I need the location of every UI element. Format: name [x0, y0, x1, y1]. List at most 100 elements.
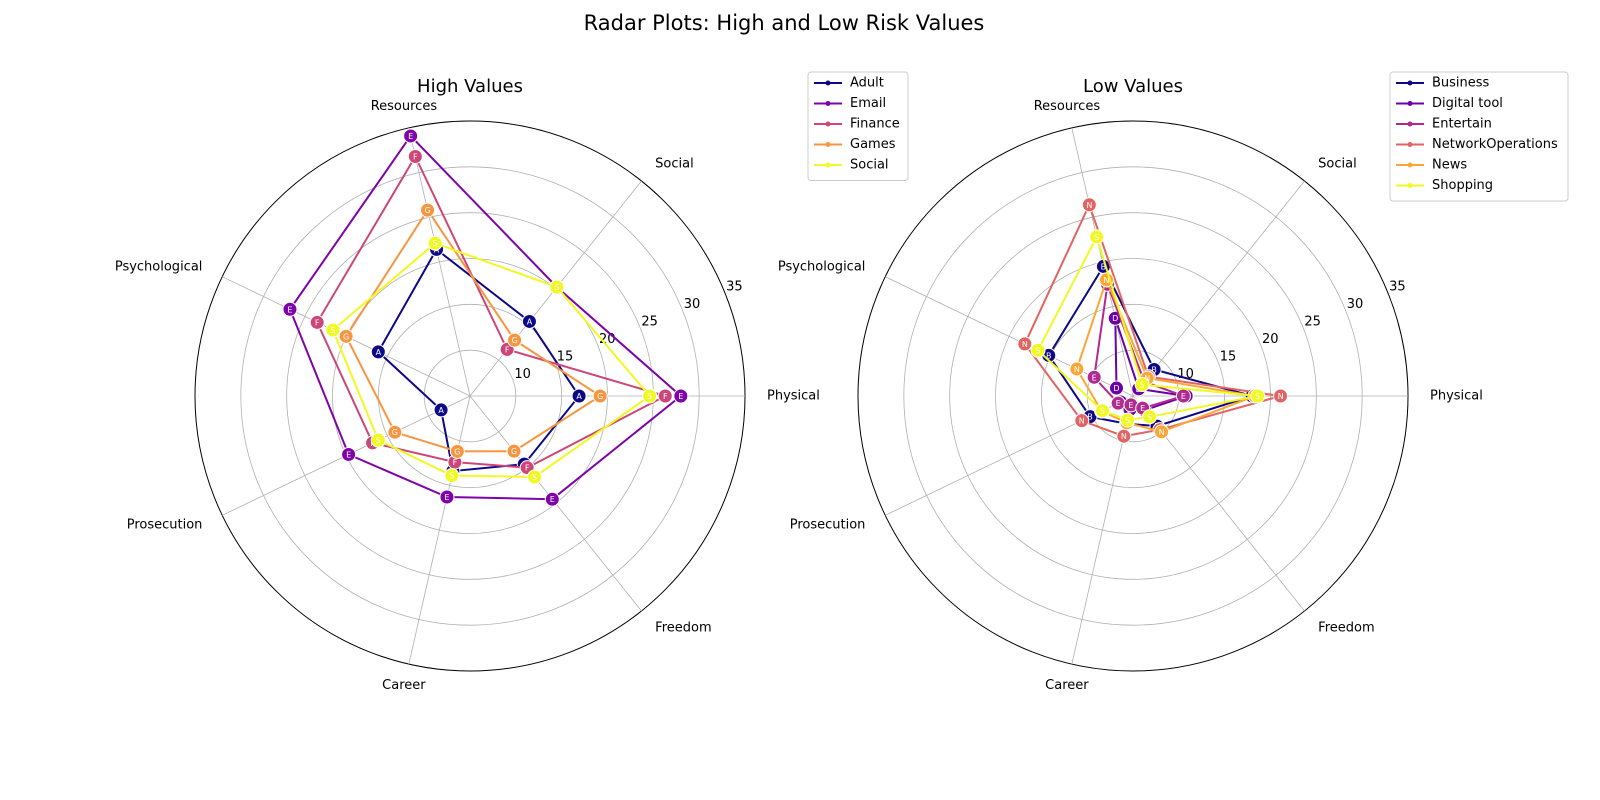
legend-label: Social	[850, 158, 889, 173]
point	[1250, 388, 1266, 404]
point	[420, 202, 436, 218]
figure-title: Radar Plots: High and Low Risk Values	[584, 11, 985, 35]
point-letter: S	[1125, 416, 1130, 425]
point-letter: B	[1087, 413, 1093, 422]
subplot-title: High Values	[417, 76, 523, 97]
point-letter: G	[511, 336, 517, 345]
point-letter: F	[413, 152, 418, 161]
point	[1119, 412, 1135, 428]
point	[521, 313, 537, 329]
point-letter: D	[1113, 384, 1119, 393]
point-letter: G	[597, 392, 603, 401]
point	[1074, 413, 1090, 429]
point	[1069, 361, 1085, 377]
series-line	[331, 242, 652, 479]
point	[1142, 409, 1158, 425]
category-label: Resources	[371, 99, 438, 114]
point-letter: E	[1092, 373, 1097, 382]
point-letter: A	[438, 406, 444, 415]
spoke	[408, 395, 471, 665]
category-label: Prosecution	[127, 517, 203, 532]
legend-label: Email	[850, 96, 886, 111]
point	[1030, 342, 1046, 358]
point-letter: N	[1079, 417, 1085, 426]
point-letter: S	[433, 239, 438, 248]
r-tick-label: 35	[1389, 279, 1406, 294]
category-label: Physical	[1430, 389, 1483, 404]
point-letter: S	[1147, 413, 1152, 422]
point	[527, 469, 543, 485]
point	[338, 328, 354, 344]
point	[506, 443, 522, 459]
point-letter: D	[1112, 314, 1118, 323]
point	[1081, 197, 1097, 213]
point-letter: S	[1094, 233, 1099, 242]
point-letter: G	[511, 447, 517, 456]
series-line	[316, 154, 668, 469]
r-tick-label: 10	[514, 367, 531, 382]
point	[673, 388, 689, 404]
point	[1108, 380, 1124, 396]
point-letter: F	[663, 392, 668, 401]
legend-dot	[1407, 101, 1413, 106]
point	[571, 388, 587, 404]
r-tick-label: 25	[1304, 314, 1321, 329]
r-tick-label: 25	[641, 314, 658, 329]
legend-label: News	[1432, 158, 1467, 173]
legend-label: Finance	[850, 117, 900, 132]
point-letter: S	[330, 326, 335, 335]
point-letter: F	[453, 458, 458, 467]
point	[407, 148, 423, 164]
point	[592, 388, 608, 404]
point	[309, 314, 325, 330]
point-letter: G	[454, 447, 460, 456]
legend-dot	[825, 142, 831, 147]
legend-label: Shopping	[1432, 178, 1493, 193]
legend-box	[1389, 71, 1569, 202]
series-line	[288, 134, 683, 501]
category-label: Career	[382, 678, 426, 693]
point	[642, 388, 658, 404]
legend-label: Business	[1432, 76, 1490, 91]
category-label: Social	[1318, 156, 1357, 171]
point	[370, 344, 386, 360]
point-letter: S	[1100, 407, 1105, 416]
legend-dot	[1407, 142, 1413, 147]
legend-dot	[825, 101, 831, 106]
legend-dot	[825, 80, 831, 86]
point	[427, 235, 443, 251]
point	[657, 388, 673, 404]
point-letter: A	[376, 348, 382, 357]
subplot-title: Low Values	[1083, 76, 1183, 97]
point-letter: E	[678, 392, 683, 401]
point-letter: E	[1140, 404, 1145, 413]
point-letter: G	[343, 332, 349, 341]
legend-dot	[825, 162, 831, 168]
point-letter: F	[505, 345, 510, 354]
legend-dot	[825, 121, 831, 127]
point	[1086, 369, 1102, 385]
legend-dot	[1407, 80, 1413, 86]
spoke	[408, 127, 471, 397]
category-label: Career	[1045, 678, 1089, 693]
spoke	[1132, 180, 1305, 397]
category-label: Freedom	[1318, 621, 1374, 636]
point-letter: G	[392, 428, 398, 437]
legend-dot	[1407, 162, 1413, 168]
point-letter: N	[1121, 432, 1127, 441]
legend-dot	[1407, 183, 1413, 188]
point	[1017, 336, 1033, 352]
point-letter: S	[1035, 346, 1040, 355]
category-label: Resources	[1034, 99, 1101, 114]
point-letter: S	[532, 473, 537, 482]
point	[449, 443, 465, 459]
point-letter: E	[1181, 392, 1186, 401]
legend-box	[807, 71, 909, 181]
point-letter: E	[1116, 399, 1121, 408]
point-letter: E	[287, 305, 292, 314]
r-tick-label: 35	[726, 279, 743, 294]
point	[1273, 388, 1289, 404]
legend-label: Entertain	[1432, 117, 1492, 132]
category-label: Physical	[767, 389, 820, 404]
legend-dot	[1407, 121, 1413, 127]
